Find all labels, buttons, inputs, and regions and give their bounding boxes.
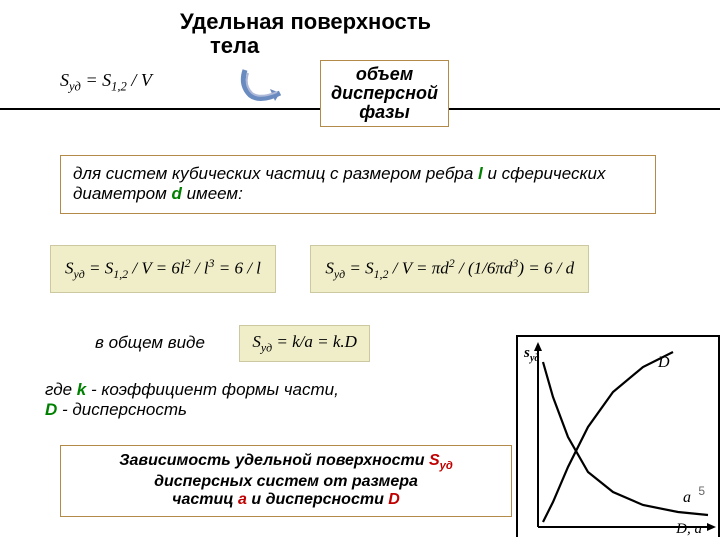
x-axis-label: D, a [676, 521, 702, 538]
y-axis-label: s [523, 345, 530, 361]
formula-sphere: Sуд = S1,2 / V = πd2 / (1/6πd3) = 6 / d [310, 245, 589, 293]
graph-sud-vs-da: D a s уд [516, 335, 720, 537]
formula-sud-definition: Sуд = S1,2 / V [60, 70, 152, 95]
description-box: для систем кубических частиц с размером … [60, 155, 656, 214]
general-formula: Sуд = k/a = k.D [239, 325, 370, 362]
volume-label-box: объем дисперсной фазы [320, 60, 449, 127]
formula-cube: Sуд = S1,2 / V = 6l2 / l3 = 6 / l [50, 245, 276, 293]
page-number: 5 [698, 484, 705, 498]
curve-label-D: D [657, 354, 670, 371]
page-title: Удельная поверхность тела [180, 10, 431, 58]
svg-text:уд: уд [529, 353, 539, 364]
general-form-row: в общем виде Sуд = k/a = k.D [95, 325, 370, 362]
where-text: где k - коэффициент формы части, D - дис… [45, 380, 339, 421]
graph-caption-box: Зависимость удельной поверхности Sуд дис… [60, 445, 512, 517]
curve-label-a: a [683, 489, 691, 506]
formula-row: Sуд = S1,2 / V = 6l2 / l3 = 6 / l Sуд = … [50, 245, 670, 293]
arrow-icon [235, 65, 295, 105]
general-label: в общем виде [95, 333, 205, 352]
